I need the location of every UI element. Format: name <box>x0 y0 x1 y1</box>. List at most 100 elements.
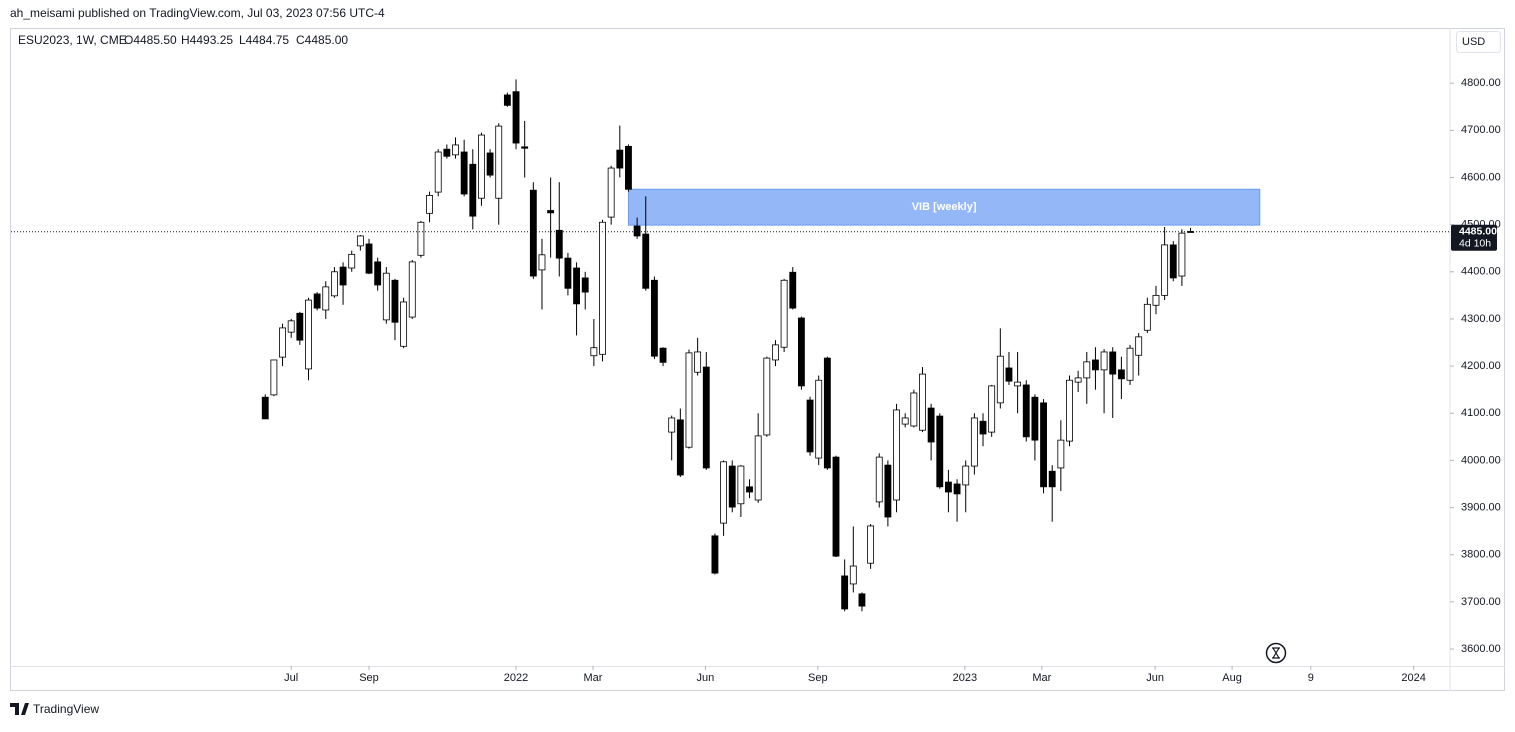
candle-body <box>642 233 650 289</box>
candle-body <box>1135 336 1143 356</box>
candle-body <box>564 257 572 289</box>
candle-body <box>1066 379 1073 442</box>
candle-body <box>616 149 624 169</box>
candle-body <box>927 407 935 443</box>
candle-body <box>789 271 797 309</box>
candle-body <box>944 481 952 493</box>
candle-body <box>434 151 442 193</box>
candle-body <box>720 461 728 524</box>
x-tick-label: Mar <box>584 672 603 684</box>
candle-body <box>365 243 373 274</box>
candle-body <box>581 277 589 293</box>
y-tick-label: 4800.00 <box>1461 77 1501 89</box>
candle-body <box>590 347 598 357</box>
candle-body <box>331 271 338 297</box>
currency[interactable]: USD <box>1462 36 1485 48</box>
candle-body <box>313 293 321 309</box>
publisher: ah_meisami published on TradingView.com,… <box>10 6 385 20</box>
ohlc-close: C4485.00 <box>296 33 348 47</box>
x-tick-label: 2022 <box>504 672 528 684</box>
candle-body <box>1109 351 1117 375</box>
candle-body <box>573 267 580 305</box>
x-tick-label: Jul <box>284 672 298 684</box>
candle-body <box>633 225 641 237</box>
candle-body <box>702 366 710 469</box>
candle-body <box>625 145 632 190</box>
candle-body <box>1022 384 1030 438</box>
candle-body <box>849 565 857 585</box>
candle-body <box>893 409 900 501</box>
candle-body <box>400 301 408 347</box>
last-price-label: 4485.00 <box>1459 225 1497 237</box>
candle-body <box>806 399 814 453</box>
last-price-box <box>1451 224 1497 251</box>
candle-body <box>1014 381 1022 387</box>
candle-body <box>910 392 918 427</box>
candle-body <box>1005 367 1013 382</box>
candle-body <box>815 379 823 459</box>
candle-body <box>279 327 286 358</box>
candle-body <box>763 357 771 436</box>
candle-body <box>426 194 433 214</box>
candle-body <box>780 279 788 348</box>
candle-body <box>728 465 736 508</box>
candle-body <box>270 359 278 396</box>
x-tick-label: 2024 <box>1401 672 1425 684</box>
x-tick-label: Sep <box>359 672 379 684</box>
x-tick-label: 9 <box>1308 672 1314 684</box>
candle-body <box>694 351 702 373</box>
symbol: ESU2023, 1W, CME <box>18 33 127 47</box>
candle-body <box>797 317 805 387</box>
candle-body <box>1074 377 1082 383</box>
annotation-box <box>627 188 1261 226</box>
candle-body <box>832 456 840 557</box>
candle-body <box>875 456 883 503</box>
candle-body <box>512 91 520 144</box>
candle-body <box>1092 359 1099 371</box>
candle-body <box>711 535 719 574</box>
candle-body <box>1161 244 1169 296</box>
y-tick-label: 3700.00 <box>1461 596 1501 608</box>
candle-body <box>754 435 762 501</box>
candle-body <box>996 355 1004 404</box>
candle-body <box>962 465 970 486</box>
candle-body <box>339 266 347 286</box>
ohlc-low: L4484.75 <box>239 33 289 47</box>
brand[interactable]: TradingView <box>33 702 99 716</box>
candle-body <box>737 465 745 505</box>
candle-body <box>685 352 693 448</box>
candle-body <box>650 279 658 357</box>
candle-body <box>305 299 312 370</box>
candle-body <box>521 146 529 149</box>
x-tick-label: Mar <box>1032 672 1051 684</box>
replay-icon[interactable] <box>1265 642 1287 664</box>
x-tick-label: Jun <box>697 672 715 684</box>
y-tick-label: 4600.00 <box>1461 171 1501 183</box>
candle-body <box>261 396 269 420</box>
ohlc-high: H4493.25 <box>181 33 233 47</box>
candle-body <box>988 385 996 433</box>
candle-body <box>823 357 831 469</box>
candle-body <box>858 593 866 607</box>
candle-body <box>443 148 451 157</box>
candle-body <box>547 210 555 214</box>
candle-body <box>901 417 909 425</box>
candle-body <box>495 125 503 199</box>
y-tick-label: 3900.00 <box>1461 501 1501 513</box>
y-tick-label: 3800.00 <box>1461 549 1501 561</box>
candle-body <box>1178 232 1186 277</box>
x-tick-label: Sep <box>808 672 828 684</box>
currency-button[interactable] <box>1456 31 1501 53</box>
candle-body <box>841 575 849 610</box>
tv-logo[interactable] <box>10 703 29 715</box>
candle-body <box>287 320 295 333</box>
candle-body <box>979 420 987 435</box>
y-tick-label: 4000.00 <box>1461 454 1501 466</box>
y-tick-label: 4300.00 <box>1461 313 1501 325</box>
candle-body <box>772 344 779 361</box>
candle-body <box>417 221 425 256</box>
candle-body <box>936 415 944 488</box>
candle-body <box>322 286 330 311</box>
